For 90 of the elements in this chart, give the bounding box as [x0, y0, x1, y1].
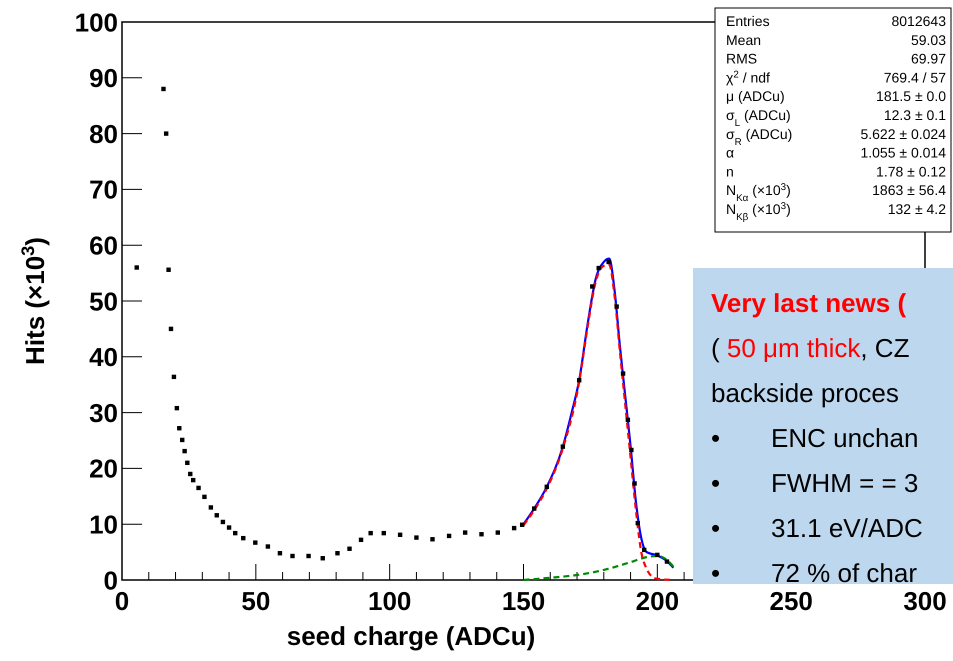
text: α 1.055 ± 0.014	[726, 144, 946, 161]
x-tick-label: 50	[241, 586, 270, 616]
point	[446, 534, 452, 538]
point	[496, 530, 500, 535]
point	[253, 540, 258, 545]
point	[629, 448, 634, 452]
point	[544, 484, 549, 490]
text: σ$_{R}$ (ADCu) 5.622 ± 0.024	[726, 126, 946, 148]
text: • 31.1 eV/ADC	[711, 513, 923, 543]
point	[655, 552, 660, 558]
annotation: Very last news (	[711, 288, 906, 318]
text: • ENC unchan	[711, 423, 918, 453]
point	[642, 548, 646, 552]
point	[241, 536, 246, 540]
text: σ$_{L}$ (ADCu) 12.3 ± 0.1	[726, 107, 946, 128]
point	[590, 284, 594, 289]
y-tick-label: 50	[89, 286, 118, 316]
point	[606, 260, 611, 264]
annotation: ( 50 μm thick, CZ	[711, 333, 910, 363]
x-tick-label: 250	[769, 586, 813, 616]
point	[347, 546, 352, 551]
point	[614, 304, 619, 309]
point	[177, 426, 182, 430]
point	[188, 472, 192, 476]
point	[560, 444, 566, 449]
point	[306, 554, 311, 558]
point	[191, 478, 196, 482]
point	[134, 265, 139, 270]
y-tick-label: 20	[89, 454, 118, 484]
point	[335, 551, 340, 556]
point	[382, 530, 386, 536]
point	[202, 494, 207, 500]
y-tick-label: 100	[74, 7, 118, 38]
text: RMS 69.97	[726, 50, 946, 67]
point	[664, 559, 670, 564]
point	[576, 378, 582, 382]
point	[596, 266, 601, 270]
point	[174, 406, 180, 410]
point	[398, 532, 402, 537]
point	[430, 537, 435, 542]
x-tick-label: 300	[903, 586, 947, 616]
y-tick-label: 60	[89, 230, 118, 260]
point	[166, 268, 171, 272]
point	[185, 460, 190, 466]
x-axis-title: seed charge (ADCu)	[286, 621, 536, 651]
point	[462, 530, 468, 535]
point	[278, 551, 282, 556]
x-tick-label: 200	[636, 586, 680, 616]
point	[172, 374, 176, 380]
y-tick-label: 70	[89, 174, 118, 205]
point	[320, 556, 325, 560]
point	[164, 131, 168, 136]
x-tick-label: 150	[502, 586, 546, 616]
text: Mean 59.03	[726, 32, 946, 48]
text: • 72 % of char	[711, 558, 917, 588]
text: • FWHM = = 3	[711, 468, 918, 498]
y-tick-label: 0	[104, 565, 118, 596]
point	[168, 326, 174, 332]
point	[620, 371, 626, 376]
point	[182, 448, 187, 454]
point	[368, 530, 373, 536]
point	[180, 438, 184, 442]
point	[636, 520, 640, 526]
y-tick-label: 30	[89, 398, 118, 428]
text: Entries 8012643	[726, 13, 946, 29]
y-tick-label: 80	[89, 118, 118, 149]
point	[626, 418, 630, 422]
y-tick-label: 40	[89, 342, 118, 372]
point	[632, 481, 637, 486]
text: N$_{Kβ}$ (×10$^{3}$) 132 ± 4.2	[726, 200, 946, 222]
point	[520, 522, 524, 527]
point	[532, 506, 536, 511]
point	[208, 505, 214, 510]
annotation: backside proces	[711, 378, 899, 408]
point	[414, 535, 419, 540]
point	[479, 532, 484, 536]
x-tick-label: 100	[368, 586, 412, 616]
point	[512, 526, 516, 530]
text: χ$^{2}$ / ndf 769.4 / 57	[726, 68, 946, 86]
text: n 1.78 ± 0.12	[726, 163, 946, 180]
point	[266, 544, 270, 549]
text: μ (ADCu) 181.5 ± 0.0	[726, 88, 946, 104]
y-tick-label: 90	[89, 63, 118, 94]
point	[214, 513, 219, 518]
point	[226, 525, 232, 530]
point	[220, 520, 226, 524]
point	[358, 538, 364, 542]
point	[196, 486, 201, 490]
y-tick-label: 10	[89, 510, 118, 540]
point	[233, 530, 238, 536]
